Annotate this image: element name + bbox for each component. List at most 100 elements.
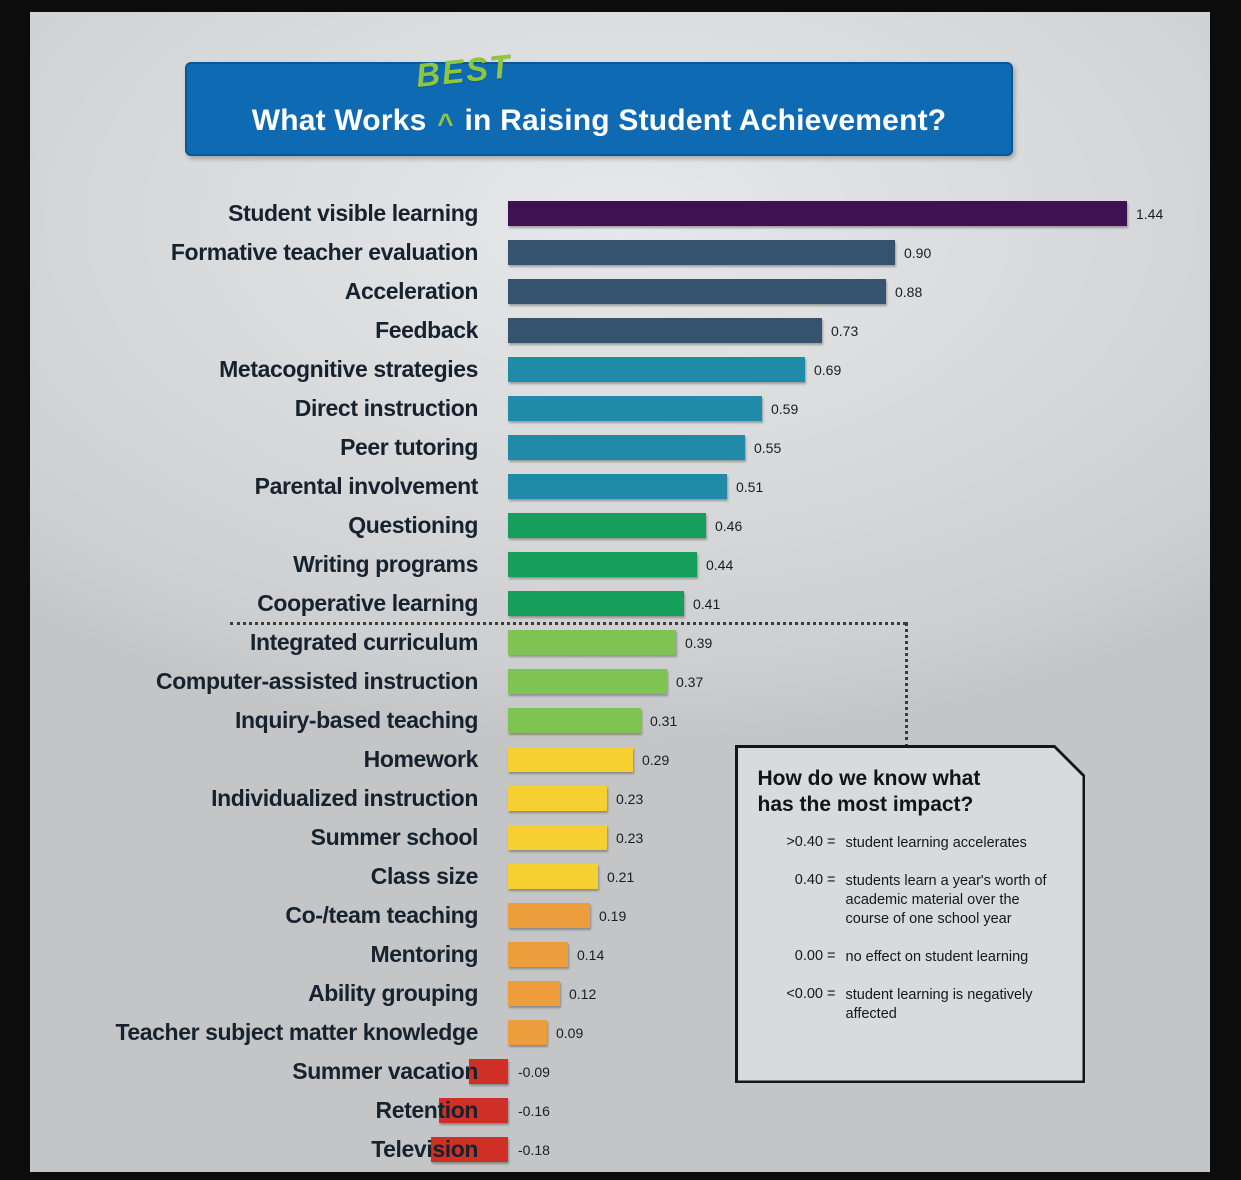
value-label: 0.51 (736, 478, 764, 495)
value-label: 0.09 (556, 1024, 584, 1041)
value-label: 0.90 (904, 244, 932, 261)
callout-item-text: no effect on student learning (845, 948, 1029, 965)
bar (508, 474, 727, 499)
value-label: 1.44 (1136, 205, 1164, 222)
category-label: Individualized instruction (211, 785, 478, 811)
callout-item: 0.40 = students learn a year's worth of … (758, 872, 1063, 929)
bar-row: Metacognitive strategies 0.69 (30, 350, 1210, 389)
value-label: 0.73 (831, 322, 859, 339)
callout-item-text: students learn a year's worth of academi… (845, 872, 1047, 927)
bar (508, 279, 886, 304)
category-label: Writing programs (293, 551, 478, 577)
bar-row: Ability grouping 0.12 (30, 974, 1210, 1013)
callout-item-value: 0.40 = (794, 871, 836, 888)
category-label: Summer vacation (292, 1058, 478, 1084)
threshold-dotted-line-vertical (905, 622, 908, 748)
bar-row: Acceleration 0.88 (30, 272, 1210, 311)
callout-item: <0.00 = student learning is negatively a… (758, 986, 1063, 1024)
bar (508, 825, 607, 850)
bar-chart: Student visible learning 1.44 Formative te… (30, 194, 1210, 1172)
value-label: -0.09 (518, 1063, 550, 1080)
value-label: 0.39 (685, 634, 713, 651)
bar (508, 435, 745, 460)
bar (508, 1020, 547, 1045)
category-label: Co-/team teaching (285, 902, 478, 928)
callout-heading-line1: How do we know what (757, 766, 981, 790)
best-handwritten-label: BEST (414, 47, 515, 94)
value-label: 0.46 (715, 517, 743, 534)
bar (508, 708, 641, 733)
bar-row: Integrated curriculum 0.39 (30, 623, 1210, 662)
bar-row: Teacher subject matter knowledge 0.09 (30, 1013, 1210, 1052)
value-label: 0.29 (642, 751, 670, 768)
page-title: What Works ^ BEST in Raising Student Achiev… (251, 47, 947, 139)
category-label: Retention (375, 1097, 479, 1123)
category-label: Cooperative learning (257, 590, 478, 616)
bar-row: Cooperative learning 0.41 (30, 584, 1210, 623)
value-label: 0.19 (599, 907, 627, 924)
callout-heading-line2: has the most impact? (757, 792, 974, 816)
bar-row: Individualized instruction 0.23 (30, 779, 1210, 818)
bar (439, 1098, 508, 1123)
value-label: 0.69 (814, 361, 842, 378)
bar (508, 903, 590, 928)
bar-row: Student visible learning 1.44 (30, 194, 1210, 233)
value-label: 0.31 (650, 712, 678, 729)
bar (508, 201, 1127, 226)
category-label: Class size (370, 863, 479, 889)
bar-row: Computer-assisted instruction 0.37 (30, 662, 1210, 701)
title-banner: What Works ^ BEST in Raising Student Achiev… (185, 47, 1013, 156)
category-label: Television (371, 1136, 478, 1162)
bar (431, 1137, 508, 1162)
bar-row: Writing programs 0.44 (30, 545, 1210, 584)
caret-icon: ^ (437, 108, 454, 139)
bar-row: Co-/team teaching 0.19 (30, 896, 1210, 935)
title-part1: What Works (251, 104, 427, 137)
bar-row: Class size 0.21 (30, 857, 1210, 896)
value-label: 0.21 (607, 868, 635, 885)
bar-row: Peer tutoring 0.55 (30, 428, 1210, 467)
category-label: Feedback (375, 317, 478, 343)
title-part2: in Raising Student Achievement? (464, 104, 947, 137)
impact-callout-inner: How do we know what has the most impact?… (738, 748, 1083, 1081)
category-label: Student visible learning (228, 200, 478, 226)
bar-row: Television -0.18 (30, 1130, 1210, 1169)
value-label: 0.59 (771, 400, 799, 417)
category-label: Parental involvement (254, 473, 479, 499)
bar (508, 318, 822, 343)
bar-row: Homework 0.29 (30, 740, 1210, 779)
category-label: Integrated curriculum (249, 629, 478, 655)
value-label: 0.88 (895, 283, 923, 300)
value-label: 0.37 (676, 673, 704, 690)
bar (469, 1059, 508, 1084)
category-label: Teacher subject matter knowledge (115, 1019, 478, 1045)
category-label: Computer-assisted instruction (156, 668, 478, 694)
category-label: Questioning (348, 512, 478, 538)
value-label: 0.41 (693, 595, 721, 612)
bar (508, 552, 697, 577)
bar-row: Direct instruction 0.59 (30, 389, 1210, 428)
value-label: 0.14 (577, 946, 605, 963)
callout-item-value: <0.00 = (786, 985, 836, 1002)
bar-row: Retention -0.16 (30, 1091, 1210, 1130)
category-label: Mentoring (370, 941, 478, 967)
callout-item-value: 0.00 = (794, 947, 836, 964)
category-label: Direct instruction (294, 395, 479, 421)
value-label: 0.23 (616, 790, 644, 807)
callout-item-value: >0.40 = (786, 833, 836, 850)
bar-row: Summer school 0.23 (30, 818, 1210, 857)
category-label: Summer school (310, 824, 479, 850)
bar (508, 981, 560, 1006)
bar (508, 864, 598, 889)
threshold-dotted-line-horizontal (230, 622, 906, 625)
category-label: Metacognitive strategies (219, 356, 478, 382)
category-label: Ability grouping (308, 980, 478, 1006)
callout-item: >0.40 = student learning accelerates (758, 834, 1063, 853)
bar-row: Mentoring 0.14 (30, 935, 1210, 974)
infographic-canvas: What Works ^ BEST in Raising Student Achiev… (30, 12, 1210, 1172)
value-label: 0.23 (616, 829, 644, 846)
bar (508, 513, 706, 538)
callout-item: 0.00 = no effect on student learning (758, 948, 1063, 967)
bar (508, 240, 895, 265)
category-label: Acceleration (344, 278, 479, 304)
